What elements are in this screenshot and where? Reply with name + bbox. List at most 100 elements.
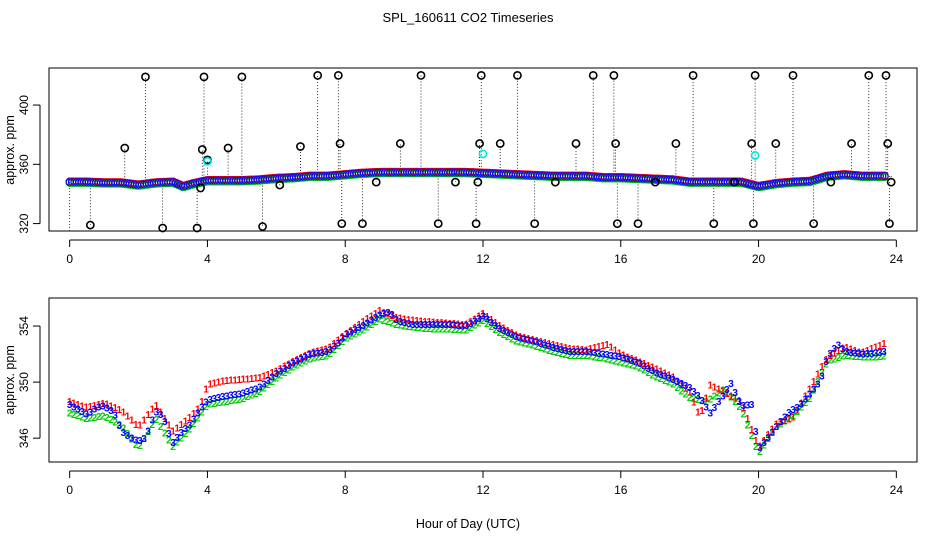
series-marker-1: 1 bbox=[670, 373, 676, 384]
series-marker-3: 3 bbox=[526, 335, 532, 346]
series-marker-3: 3 bbox=[501, 326, 507, 337]
series-marker-3: 3 bbox=[869, 349, 875, 360]
series-marker-2: 2 bbox=[282, 368, 288, 379]
series-marker-2: 2 bbox=[236, 395, 242, 406]
series-marker-3: 3 bbox=[480, 312, 486, 323]
bottom-x-tick-label: 24 bbox=[890, 483, 904, 497]
top-data-layer bbox=[65, 71, 896, 233]
series-marker-1: 1 bbox=[373, 309, 379, 320]
series-marker-1: 1 bbox=[555, 341, 561, 352]
series-marker-3: 3 bbox=[364, 318, 370, 329]
series-marker-2: 2 bbox=[402, 321, 408, 332]
series-marker-3: 3 bbox=[455, 321, 461, 332]
series-marker-1: 1 bbox=[83, 403, 89, 414]
series-marker-3: 3 bbox=[269, 373, 275, 384]
series-marker-2: 2 bbox=[567, 351, 573, 362]
top-x-axis: 0 4 8 12 16 20 24 bbox=[66, 239, 903, 266]
series-marker-1: 1 bbox=[92, 401, 98, 412]
series-marker-3: 3 bbox=[674, 377, 680, 388]
series-marker-3: 3 bbox=[588, 347, 594, 358]
series-marker-1: 1 bbox=[327, 342, 333, 353]
series-marker-2: 2 bbox=[381, 316, 387, 327]
series-marker-3: 3 bbox=[476, 314, 482, 325]
series-marker-2: 2 bbox=[542, 345, 548, 356]
series-marker-3: 3 bbox=[253, 384, 259, 395]
series-marker-1: 1 bbox=[360, 317, 366, 328]
series-marker-2: 2 bbox=[736, 402, 742, 413]
series-marker-3: 3 bbox=[571, 347, 577, 358]
series-marker-1: 1 bbox=[393, 313, 399, 324]
series-marker-3: 3 bbox=[220, 392, 226, 403]
series-marker-3: 3 bbox=[832, 344, 838, 355]
series-marker-3: 3 bbox=[844, 347, 850, 358]
series-marker-1: 1 bbox=[294, 355, 300, 366]
series-marker-2: 2 bbox=[790, 411, 796, 422]
series-marker-3: 3 bbox=[286, 361, 292, 372]
series-marker-3: 3 bbox=[550, 343, 556, 354]
series-marker-3: 3 bbox=[728, 379, 734, 390]
series-marker-1: 1 bbox=[827, 351, 833, 362]
series-marker-2: 2 bbox=[596, 353, 602, 364]
series-marker-1: 1 bbox=[265, 370, 271, 381]
series-marker-2: 2 bbox=[178, 433, 184, 444]
series-marker-1: 1 bbox=[865, 346, 871, 357]
series-marker-3: 3 bbox=[418, 320, 424, 331]
series-marker-1: 1 bbox=[426, 317, 432, 328]
series-marker-1: 1 bbox=[352, 323, 358, 334]
series-marker-2: 2 bbox=[555, 348, 561, 359]
series-marker-2: 2 bbox=[88, 413, 94, 424]
series-marker-3: 3 bbox=[753, 427, 759, 438]
series-marker-1: 1 bbox=[732, 394, 738, 405]
series-marker-3: 3 bbox=[443, 320, 449, 331]
series-marker-2: 2 bbox=[600, 354, 606, 365]
series-marker-1: 1 bbox=[249, 374, 255, 385]
series-marker-2: 2 bbox=[212, 399, 218, 410]
series-marker-3: 3 bbox=[807, 390, 813, 401]
series-marker-3: 3 bbox=[881, 347, 887, 358]
series-marker-1: 1 bbox=[646, 361, 652, 372]
series-marker-1: 1 bbox=[629, 354, 635, 365]
series-marker-2: 2 bbox=[336, 341, 342, 352]
series-marker-3: 3 bbox=[654, 368, 660, 379]
series-marker-3: 3 bbox=[435, 320, 441, 331]
series-marker-1: 1 bbox=[141, 415, 147, 426]
series-marker-1: 1 bbox=[703, 393, 709, 404]
series-marker-2: 2 bbox=[873, 352, 879, 363]
series-marker-2: 2 bbox=[431, 324, 437, 335]
series-marker-1: 1 bbox=[71, 399, 77, 410]
series-marker-1: 1 bbox=[170, 427, 176, 438]
series-marker-1: 1 bbox=[794, 406, 800, 417]
series-marker-2: 2 bbox=[741, 410, 747, 421]
series-marker-1: 1 bbox=[274, 366, 280, 377]
series-marker-3: 3 bbox=[141, 434, 147, 445]
series-marker-1: 1 bbox=[290, 357, 296, 368]
series-marker-2: 2 bbox=[435, 324, 441, 335]
series-marker-3: 3 bbox=[629, 356, 635, 367]
outlier-point bbox=[650, 177, 660, 187]
series-marker-2: 2 bbox=[83, 414, 89, 425]
series-marker-3: 3 bbox=[530, 336, 536, 347]
series-marker-3: 3 bbox=[865, 349, 871, 360]
series-marker-1: 1 bbox=[336, 336, 342, 347]
series-marker-1: 1 bbox=[778, 418, 784, 429]
series-marker-2: 2 bbox=[579, 351, 585, 362]
series-marker-3: 3 bbox=[207, 395, 213, 406]
outlier-point bbox=[747, 139, 757, 148]
series-marker-2: 2 bbox=[195, 413, 201, 424]
series-marker-3: 3 bbox=[274, 369, 280, 380]
series-marker-3: 3 bbox=[563, 346, 569, 357]
top-x-tick-label: 16 bbox=[614, 252, 628, 266]
series-marker-1: 1 bbox=[716, 385, 722, 396]
series-marker-1: 1 bbox=[811, 377, 817, 388]
series-marker-1: 1 bbox=[480, 309, 486, 320]
series-marker-3: 3 bbox=[183, 424, 189, 435]
series-marker-2: 2 bbox=[811, 386, 817, 397]
series-marker-3: 3 bbox=[150, 415, 156, 426]
series-marker-2: 2 bbox=[224, 397, 230, 408]
series-marker-2: 2 bbox=[447, 324, 453, 335]
series-marker-2: 2 bbox=[687, 393, 693, 404]
series-marker-3: 3 bbox=[170, 438, 176, 449]
series-marker-3: 3 bbox=[724, 385, 730, 396]
series-marker-2: 2 bbox=[782, 417, 788, 428]
series-marker-1: 1 bbox=[464, 320, 470, 331]
